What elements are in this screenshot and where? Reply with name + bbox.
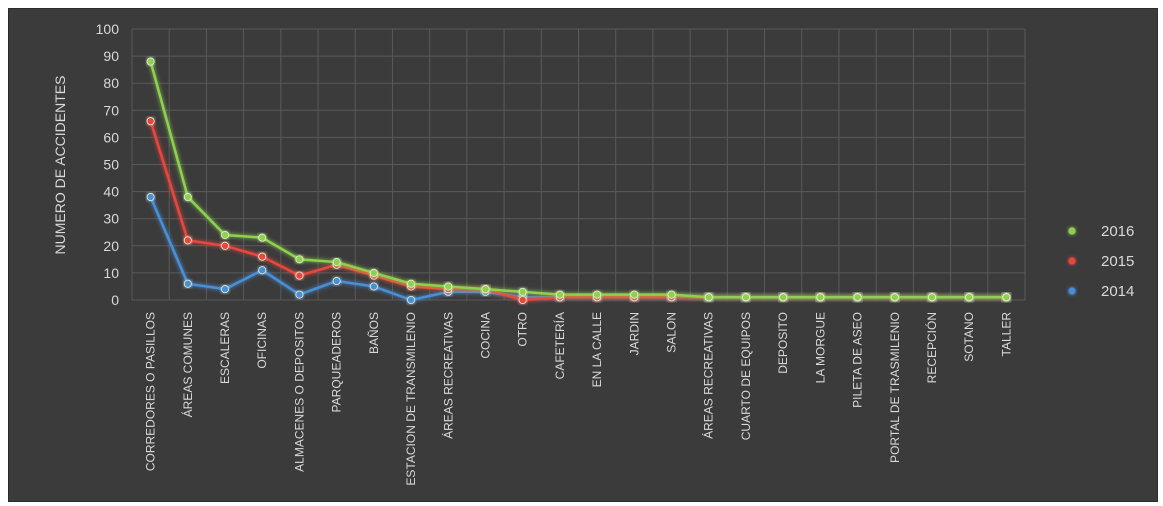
series-line-2016 xyxy=(149,61,1007,299)
data-point xyxy=(779,293,788,302)
y-tick-label: 10 xyxy=(103,265,119,281)
y-tick-label: 100 xyxy=(96,21,120,37)
x-tick-label: CAFETERÍA xyxy=(552,312,567,379)
legend-label: 2014 xyxy=(1101,283,1134,300)
data-point xyxy=(741,293,750,302)
data-point xyxy=(518,287,527,296)
data-point xyxy=(221,285,230,294)
x-tick-label: ALMACENES O DEPOSITOS xyxy=(292,312,306,472)
x-tick-label: JARDIN xyxy=(627,312,641,355)
x-tick-label: CUARTO DE EQUIPOS xyxy=(739,312,753,440)
data-point xyxy=(295,255,304,264)
x-axis: CORREDORES O PASILLOS ÁREAS COMUNES ESCALE… xyxy=(144,312,1014,486)
x-tick-label: PORTAL DE TRASMILENIO xyxy=(888,312,902,463)
data-point xyxy=(965,293,974,302)
data-point xyxy=(183,193,192,202)
data-point xyxy=(332,277,341,286)
data-point xyxy=(481,285,490,294)
data-point xyxy=(444,282,453,291)
data-point xyxy=(183,236,192,245)
y-tick-label: 30 xyxy=(103,211,119,227)
data-point xyxy=(630,290,639,299)
x-tick-label: RECEPCIÓN xyxy=(924,312,939,383)
gridlines xyxy=(131,28,1026,301)
data-point xyxy=(258,252,267,261)
data-point xyxy=(258,266,267,275)
data-point xyxy=(146,57,155,66)
y-axis: 0 10 20 30 40 50 60 70 80 90 100 xyxy=(96,21,120,308)
x-tick-label: SALON xyxy=(665,312,679,353)
data-point xyxy=(927,293,936,302)
x-tick-label: CORREDORES O PASILLOS xyxy=(144,312,158,471)
data-point xyxy=(667,290,676,299)
y-tick-label: 70 xyxy=(103,102,119,118)
data-point xyxy=(146,117,155,126)
x-tick-label: ESCALERAS xyxy=(218,312,232,384)
legend-item-2015: 2015 xyxy=(1049,253,1134,270)
data-point xyxy=(407,279,416,288)
x-tick-label: ESTACION DE TRANSMILENIO xyxy=(404,312,418,486)
data-point xyxy=(183,279,192,288)
series-2016 xyxy=(146,57,1011,302)
legend-label: 2016 xyxy=(1101,223,1134,240)
data-point xyxy=(221,230,230,239)
data-point xyxy=(221,241,230,250)
data-point xyxy=(295,290,304,299)
series-lines xyxy=(146,57,1011,304)
data-point xyxy=(332,258,341,267)
data-point xyxy=(890,293,899,302)
legend-item-2016: 2016 xyxy=(1049,223,1134,240)
y-axis-title: NUMERO DE ACCIDENTES xyxy=(52,76,68,255)
x-tick-label: ÁREAS RECREATIVAS xyxy=(440,312,455,439)
data-point xyxy=(853,293,862,302)
y-tick-label: 40 xyxy=(103,184,119,200)
data-point xyxy=(1002,293,1011,302)
x-tick-label: DEPOSITO xyxy=(776,312,790,374)
x-tick-label: LA MORGUE xyxy=(813,312,827,383)
data-point xyxy=(704,293,713,302)
x-tick-label: COCINA xyxy=(478,312,492,359)
x-tick-label: PARQUEADEROS xyxy=(330,312,344,412)
y-tick-label: 60 xyxy=(103,129,119,145)
data-point xyxy=(369,268,378,277)
y-tick-label: 90 xyxy=(103,48,119,64)
legend-item-2014: 2014 xyxy=(1049,283,1134,300)
chart-frame: 0 10 20 30 40 50 60 70 80 90 100 NUMERO DE ACCIDEN… xyxy=(8,8,1158,502)
data-point xyxy=(816,293,825,302)
legend-marker xyxy=(1068,227,1076,235)
y-tick-label: 80 xyxy=(103,75,119,91)
data-point xyxy=(369,282,378,291)
legend-marker xyxy=(1068,257,1076,265)
legend: 2016 2015 2014 xyxy=(1049,223,1134,300)
legend-label: 2015 xyxy=(1101,253,1134,270)
y-tick-label: 0 xyxy=(111,292,119,308)
x-tick-label: SOTANO xyxy=(962,312,976,362)
x-tick-label: ÁREAS RECREATIVAS xyxy=(701,312,716,439)
x-tick-label: OFICINAS xyxy=(255,312,269,369)
data-point xyxy=(593,290,602,299)
y-tick-label: 20 xyxy=(103,238,119,254)
x-tick-label: ÁREAS COMUNES xyxy=(180,312,195,417)
x-tick-label: PILETA DE ASEO xyxy=(851,312,865,408)
x-tick-label: EN LA CALLE xyxy=(590,312,604,387)
data-point xyxy=(295,271,304,280)
x-tick-label: TALLER xyxy=(999,312,1013,357)
x-tick-label: BAÑOS xyxy=(367,312,381,354)
line-chart: 0 10 20 30 40 50 60 70 80 90 100 NUMERO DE ACCIDEN… xyxy=(52,21,1134,486)
x-tick-label: OTRO xyxy=(516,312,530,347)
y-tick-label: 50 xyxy=(103,157,119,173)
data-point xyxy=(555,290,564,299)
data-point xyxy=(146,193,155,202)
data-point xyxy=(258,233,267,242)
data-point xyxy=(407,295,416,304)
data-point xyxy=(518,295,527,304)
legend-marker xyxy=(1068,287,1076,295)
